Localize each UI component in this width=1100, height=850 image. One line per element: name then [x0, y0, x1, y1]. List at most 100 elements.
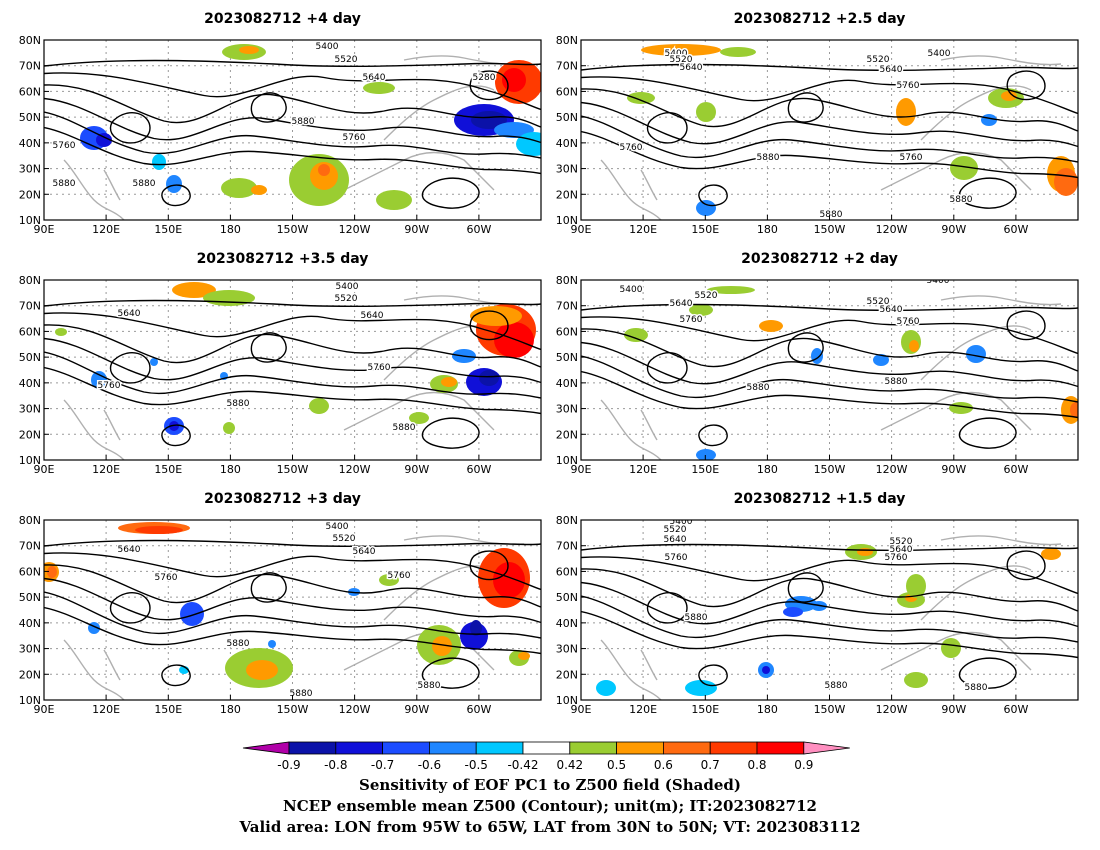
sensitivity-shade	[624, 328, 648, 342]
contour-label: 5760	[368, 363, 391, 373]
sensitivity-shade	[783, 607, 803, 617]
z500-contour	[44, 539, 541, 548]
z500-closed-contour	[787, 332, 824, 363]
contour-label: 5880	[965, 683, 988, 693]
sensitivity-shade	[759, 320, 783, 332]
sensitivity-shade	[516, 132, 541, 156]
lat-tick-label: 70N	[556, 300, 578, 313]
sensitivity-shade	[152, 154, 166, 170]
sensitivity-shade	[493, 562, 525, 598]
contour-label: 5400	[326, 522, 349, 532]
coastline	[940, 295, 1062, 306]
z500-closed-contour	[646, 591, 688, 624]
sensitivity-shade	[409, 412, 429, 424]
lon-tick-label: 150W	[277, 703, 309, 716]
sensitivity-shade	[166, 175, 182, 193]
z500-contour	[44, 84, 541, 128]
z500-contour	[44, 337, 541, 384]
map-content: 5400552056405400552056405760576057605880…	[581, 40, 1078, 220]
contour-label: 5880	[885, 377, 908, 387]
lat-tick-label: 50N	[19, 111, 41, 124]
z500-contour	[44, 577, 541, 624]
z500-closed-contour	[250, 332, 287, 363]
sensitivity-shade	[135, 526, 183, 534]
z500-closed-contour	[958, 177, 1017, 209]
lat-tick-label: 70N	[19, 60, 41, 73]
coastline	[103, 169, 121, 201]
contour-label: 5760	[98, 381, 121, 391]
colorbar-tick-label: -0.8	[324, 758, 347, 772]
z500-contour	[581, 341, 1078, 388]
contour-label: 5760	[620, 143, 643, 153]
z500-closed-contour	[469, 70, 509, 101]
coastline	[640, 169, 658, 201]
contour-label: 5880	[53, 179, 76, 189]
lat-tick-label: 70N	[556, 60, 578, 73]
z500-contour	[581, 303, 1078, 312]
lon-tick-label: 120E	[629, 463, 657, 476]
lon-tick-label: 180	[220, 703, 241, 716]
colorbar-segment	[335, 741, 383, 755]
contour-label: 5640	[363, 73, 386, 83]
colorbar-segment	[663, 741, 711, 755]
lat-tick-label: 80N	[19, 34, 41, 47]
colorbar-tick-label: -0.9	[277, 758, 300, 772]
lat-tick-label: 20N	[19, 668, 41, 681]
lat-tick-label: 50N	[19, 591, 41, 604]
sensitivity-shade	[966, 345, 986, 363]
lon-tick-label: 120E	[629, 703, 657, 716]
lon-tick-label: 150W	[814, 223, 846, 236]
colorbar-tick-label: 0.7	[701, 758, 720, 772]
lat-tick-label: 10N	[19, 454, 41, 467]
lat-tick-label: 60N	[19, 325, 41, 338]
colorbar-segment	[522, 741, 571, 755]
lon-tick-label: 90W	[941, 703, 966, 716]
sensitivity-shade	[627, 92, 655, 104]
contour-label: 5760	[885, 553, 908, 563]
coastline	[383, 85, 495, 141]
coastline	[920, 565, 1032, 621]
z500-contour	[44, 351, 541, 399]
lon-tick-label: 150E	[691, 223, 719, 236]
z500-closed-contour	[161, 664, 191, 687]
sensitivity-shade	[904, 672, 928, 688]
z500-contour	[44, 97, 541, 144]
lon-tick-label: 90W	[941, 223, 966, 236]
z500-closed-contour	[250, 92, 287, 123]
panel-title: 2023082712 +4 day	[204, 11, 361, 27]
lat-tick-label: 30N	[556, 403, 578, 416]
contour-label: 5760	[343, 133, 366, 143]
contour-label: 5640	[680, 63, 703, 73]
sensitivity-shade	[239, 46, 259, 54]
colorbar-high-arrow	[803, 741, 850, 755]
lat-tick-label: 50N	[19, 351, 41, 364]
sensitivity-shade	[246, 660, 278, 680]
contour-label: 5880	[747, 383, 770, 393]
lat-tick-label: 10N	[556, 454, 578, 467]
contour-label: 5640	[880, 305, 903, 315]
sensitivity-shade	[720, 47, 756, 57]
sensitivity-shade	[1070, 402, 1078, 418]
lon-tick-label: 120W	[339, 703, 371, 716]
contour-label: 5520	[867, 55, 890, 65]
lon-tick-label: 150E	[154, 223, 182, 236]
map-content: 5400 5520 5640 5640 5760 5760 5880 5880 5880	[44, 520, 541, 700]
lon-tick-label: 180	[220, 463, 241, 476]
contour-label: 5640	[118, 309, 141, 319]
z500-contour	[44, 552, 541, 591]
z500-closed-contour	[646, 351, 688, 384]
sensitivity-shade	[502, 68, 526, 92]
sensitivity-shade	[707, 286, 755, 294]
lon-tick-label: 60W	[466, 463, 491, 476]
lon-tick-label: 90W	[404, 463, 429, 476]
contour-label: 5760	[900, 153, 923, 163]
z500-closed-contour	[469, 550, 509, 581]
colorbar-tick-label: -0.5	[464, 758, 487, 772]
sensitivity-shade	[379, 574, 399, 586]
contour-label: 5400	[670, 517, 693, 527]
z500-closed-contour	[787, 572, 824, 603]
z500-closed-contour	[958, 657, 1017, 689]
